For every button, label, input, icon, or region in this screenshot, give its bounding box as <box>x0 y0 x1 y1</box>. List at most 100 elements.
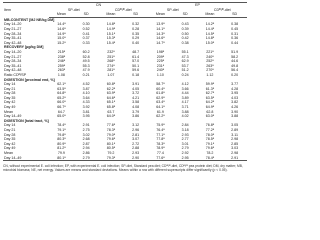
cell: 3.86 <box>132 114 140 119</box>
cell: 14.8ᵃ <box>205 36 215 41</box>
row-label: Ratio CDᴵᴵᴵ/SP <box>4 72 27 77</box>
cell: 79.9 <box>57 151 65 155</box>
cell: 2.87 <box>82 141 90 146</box>
data-row: Day 42–48 263ᵃ 47.9 281ᵃ 59.6 240ᵃ 51.2 270ᵃ 56.… <box>3 68 247 73</box>
cell: 3.88 <box>181 109 189 114</box>
cell: 58.7ᵃ <box>156 82 165 87</box>
table-body: MB-CONTENT [MJ NE/kg DM] Day 14–20 14.4ᵃ 0.… <box>3 17 247 162</box>
data-row: Day 28–34 246ᵃ 49.5 268ᵃ 57.0 225ᵃ 62.9 252ᵃ 44.… <box>3 59 247 64</box>
cell: 2.95 <box>172 155 198 162</box>
cell: 4.08 <box>132 105 140 110</box>
cell: 77.8ᵃ <box>156 137 165 142</box>
data-row: Day 14 62.1ᵃ 4.52 60.8ᵃ 3.91 58.7ᵃ 4.12 59.9ᵃ 3.… <box>3 82 247 87</box>
cell: 0.40 <box>132 40 140 45</box>
cell: 4.26 <box>231 105 239 110</box>
cell: 0.38 <box>181 40 189 45</box>
cell: 3.12 <box>132 123 140 128</box>
cell: 50.1 <box>132 63 140 68</box>
row-label: Day 21 <box>4 86 16 91</box>
cell: 2.92 <box>181 151 189 155</box>
cell: 14.1ᵃ <box>156 26 165 31</box>
cell: 3.58 <box>132 100 140 105</box>
section-title: MB-CONTENT [MJ NE/kg DM] <box>4 17 55 22</box>
cell: 0.30 <box>82 22 90 27</box>
cell: 0.36 <box>231 36 239 41</box>
cell: 15.0ᵃ <box>57 36 66 41</box>
cell: 14.6ᵃ <box>57 26 66 31</box>
cell: 76.4ᵃ <box>156 128 165 133</box>
cell: 78.2 <box>206 151 214 155</box>
cell: 64.8ᵃ <box>57 91 66 96</box>
header-cell: CN <box>49 1 148 8</box>
cell: 274ᵃ <box>107 63 115 68</box>
cell: 4.33 <box>82 100 90 105</box>
cell: 1.12 <box>206 72 214 77</box>
cell: 2.79 <box>181 146 189 151</box>
cell: 4.10 <box>82 91 90 96</box>
cell: 3.79 <box>132 109 140 114</box>
cell: 0.38 <box>231 22 239 27</box>
cell: 3.82 <box>231 100 239 105</box>
cell: 61.3ᵃ <box>205 86 215 91</box>
data-row: Day 35 80.3ᵃ 2.68 79.6ᵃ 3.07 77.8ᵃ 2.77 78.5ᵃ 2.… <box>3 137 247 142</box>
cell: 60.2 <box>82 49 90 54</box>
data-row: Day 28–34 14.9ᵃ 0.41 15.1ᵃ 0.35 14.3ᵃ 0.50 14.5… <box>3 32 247 37</box>
subheader-row: SP-diet CDᴵᴵᴵ/ᴵᴵᴵ-diet SP-diet CDᴵᴵᴵ/ᴵᴵᴵ-di… <box>3 8 247 13</box>
cell: 14.9ᵃ <box>106 26 116 31</box>
cell: 0.50 <box>181 31 189 36</box>
cell: 4.03 <box>231 95 239 100</box>
cell: 59.9ᵃ <box>205 82 215 87</box>
data-row: Day 42–48 15.2ᵃ 0.33 15.4ᵃ 0.40 14.7ᵃ 0.38 15.0… <box>3 41 247 46</box>
cell: 61.4 <box>132 54 140 59</box>
cell: 3.18 <box>181 128 189 133</box>
row-label: Mean <box>4 151 13 155</box>
data-row: Mean 64.7 3.81 63.7 3.79 61.9 3.88 62.8 3.90 <box>3 110 247 115</box>
subheader-cell: CDᴵᴵᴵ/ᴵᴵᴵ-diet <box>213 7 231 12</box>
cell: 61.9 <box>156 109 164 114</box>
cell: 2.90 <box>123 155 148 162</box>
cell: 63.5ᵃ <box>57 86 66 91</box>
cell: 63.4ᵃ <box>156 100 165 105</box>
table-container: Item CN EP SP-diet CDᴵᴵᴵ/ᴵᴵᴵ-diet SP-diet CDᴵᴵ… <box>3 1 247 172</box>
stats-cell: Mean <box>148 12 173 18</box>
table-head: Item CN EP SP-diet CDᴵᴵᴵ/ᴵᴵᴵ-diet SP-diet CDᴵᴵ… <box>3 1 247 18</box>
cell: 3.07 <box>132 137 140 142</box>
row-label: Day 21–27 <box>4 54 22 59</box>
cell: 3.71 <box>181 105 189 110</box>
data-row: Day 14–49 65.0ᵃ 3.95 64.0ᵃ 3.86 62.2ᵃ 4.02 63.0… <box>3 114 247 119</box>
cell: 14.5ᵃ <box>205 31 215 36</box>
cell: 263ᵃ <box>206 63 214 68</box>
cell: 246ᵃ <box>57 59 66 64</box>
cell: 14.4ᵃ <box>57 22 66 27</box>
cell: 62.2ᵃ <box>106 86 116 91</box>
row-label: Day 35 <box>4 137 16 142</box>
cell: 2.98 <box>231 137 239 142</box>
cell: 2.68 <box>82 137 90 142</box>
data-row: Day 14 78.4ᵃ 2.91 77.6ᵃ 3.12 75.9ᵃ 2.84 76.8ᵃ 3.… <box>3 123 247 128</box>
data-row: Day 21 79.1ᵃ 2.75 78.3ᵃ 2.96 76.4ᵃ 3.18 77.2ᵃ 2.… <box>3 128 247 133</box>
cell: 80.1ᵃ <box>106 141 116 146</box>
cell: 3.72 <box>132 91 140 96</box>
data-row: Day 42 66.0ᵃ 4.33 65.1ᵃ 3.58 63.4ᵃ 4.17 64.2ᵃ 3.… <box>3 100 247 105</box>
cell: 79.6ᵃ <box>106 137 116 142</box>
data-row: Day 28 64.8ᵃ 4.10 63.9ᵃ 3.72 61.8ᵃ 4.44 62.7ᵃ 3.… <box>3 91 247 96</box>
cell: 4.05 <box>132 86 140 91</box>
subheader-cell: CDᴵᴵᴵ/ᴵᴵᴵ-diet <box>114 7 132 12</box>
cell: 64.2ᵃ <box>205 100 215 105</box>
data-table: Item CN EP SP-diet CDᴵᴵᴵ/ᴵᴵᴵ-diet SP-diet CDᴵᴵ… <box>3 1 247 162</box>
cell: 0.32 <box>132 22 140 27</box>
data-row: Day 35–41 259ᵃ 55.3 274ᵃ 50.1 231ᵃ 53.7 263ᵃ 49.… <box>3 64 247 69</box>
cell: 79.8ᵃ <box>57 132 66 137</box>
cell: 14.9ᵃ <box>57 31 66 36</box>
row-label: Day 14 <box>4 123 16 128</box>
data-row: Day 21–27 14.6ᵃ 0.52 14.9ᵃ 0.28 14.1ᵃ 0.39 14.4… <box>3 27 247 32</box>
data-row: Day 28 79.8ᵃ 3.02 79.0ᵃ 2.81 77.1ᵃ 2.93 78.0ᵃ 3.… <box>3 133 247 138</box>
cell: 15.0ᵃ <box>205 40 215 45</box>
cell: 13.9ᵃ <box>156 22 165 27</box>
row-label: Mean <box>4 109 13 114</box>
cell: 53.7 <box>181 63 189 68</box>
cell: 48.7 <box>132 49 140 54</box>
cell: 78.4ᵃ <box>197 155 223 162</box>
cell: 2.77 <box>181 137 189 142</box>
stats-cell: Mean <box>197 12 223 18</box>
